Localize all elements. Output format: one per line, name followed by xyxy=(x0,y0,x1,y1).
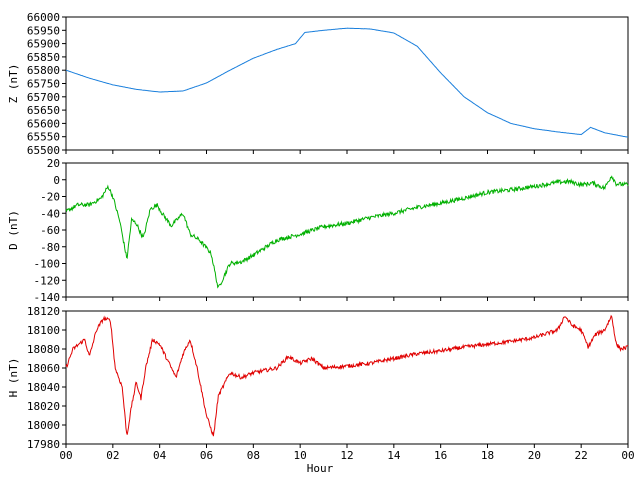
y-tick-label: 65500 xyxy=(27,144,60,157)
y-tick-label: 17980 xyxy=(27,438,60,451)
x-tick-label: 18 xyxy=(481,449,494,462)
x-tick-label: 00 xyxy=(621,449,634,462)
series-line xyxy=(65,314,629,437)
y-tick-label: 18120 xyxy=(27,305,60,318)
panel-3: 1798018000180201804018060180801810018120… xyxy=(7,305,635,462)
x-tick-label: 04 xyxy=(153,449,167,462)
y-tick-label: 65800 xyxy=(27,64,60,77)
y-tick-label: 18060 xyxy=(27,362,60,375)
y-tick-label: -100 xyxy=(34,258,61,271)
x-tick-label: 12 xyxy=(340,449,353,462)
panel-2: -140 -120 -100 -80 -60 -40 -20 0 20 D (nT) xyxy=(7,157,629,304)
x-axis-label: Hour xyxy=(307,462,334,475)
y-axis-label: D (nT) xyxy=(7,210,20,250)
y-tick-label: -120 xyxy=(34,274,61,287)
panel-frame xyxy=(65,310,629,445)
y-tick-label: 65750 xyxy=(27,78,60,91)
y-tick-label: 0 xyxy=(53,174,60,187)
x-tick-label: 02 xyxy=(106,449,119,462)
y-axis-label: H (nT) xyxy=(7,358,20,398)
y-tick-label: 65900 xyxy=(27,38,60,51)
y-tick-label: 18040 xyxy=(27,381,60,394)
y-tick-label: 65700 xyxy=(27,91,60,104)
y-tick-label: 65950 xyxy=(27,24,60,37)
panel-1: 6550065550656006565065700657506580065850… xyxy=(7,11,629,157)
x-tick-label: 16 xyxy=(434,449,447,462)
x-tick-label: 20 xyxy=(528,449,541,462)
x-tick-label: 08 xyxy=(247,449,260,462)
x-tick-label: 00 xyxy=(59,449,72,462)
y-tick-label: 18080 xyxy=(27,343,60,356)
x-tick-label: 22 xyxy=(575,449,588,462)
y-tick-label: 18020 xyxy=(27,400,60,413)
y-tick-label: 65600 xyxy=(27,117,60,130)
x-tick-label: 14 xyxy=(387,449,401,462)
panel-frame xyxy=(65,162,629,298)
y-tick-label: -40 xyxy=(40,207,60,220)
x-tick-label: 06 xyxy=(200,449,213,462)
y-tick-label: 66000 xyxy=(27,11,60,24)
y-tick-label: -20 xyxy=(40,191,60,204)
x-tick-label: 10 xyxy=(294,449,307,462)
y-tick-label: 20 xyxy=(47,157,60,170)
y-tick-label: 18000 xyxy=(27,419,60,432)
y-tick-label: 65850 xyxy=(27,51,60,64)
y-tick-label: -140 xyxy=(34,291,61,304)
y-tick-label: 18100 xyxy=(27,324,60,337)
y-tick-label: -80 xyxy=(40,241,60,254)
y-axis-label: Z (nT) xyxy=(7,64,20,104)
series-line xyxy=(65,175,629,289)
y-tick-label: 65550 xyxy=(27,131,60,144)
y-tick-label: 65650 xyxy=(27,104,60,117)
series-line xyxy=(65,27,629,138)
y-tick-label: -60 xyxy=(40,224,60,237)
